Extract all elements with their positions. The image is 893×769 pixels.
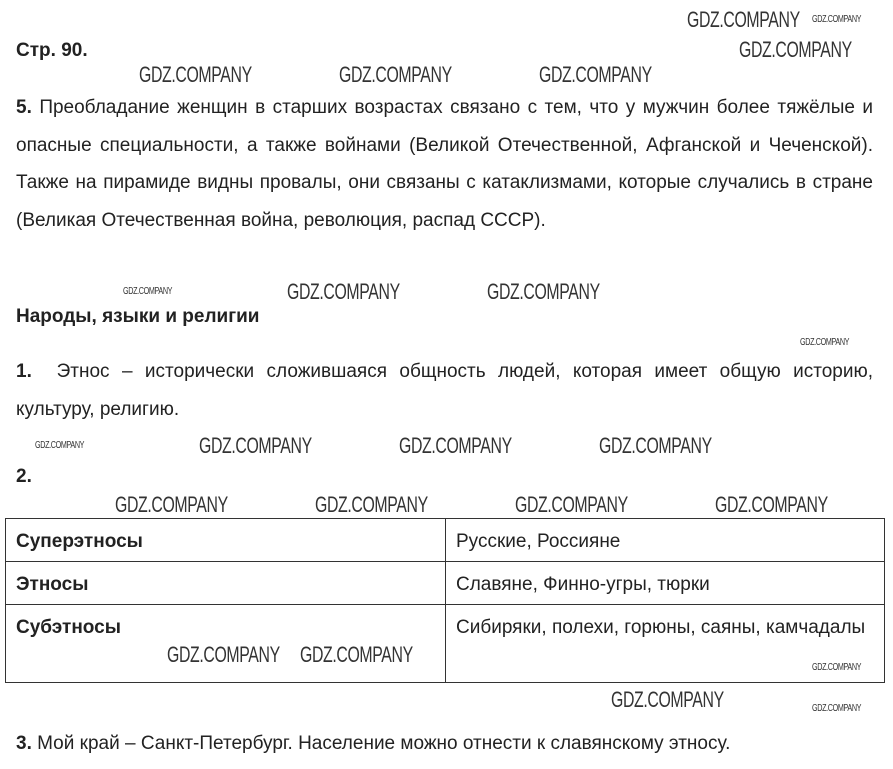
answer-5-text: Преобладание женщин в старших возрастах … [16, 97, 873, 231]
table-row: Субэтносы Сибиряки, полехи, горюны, саян… [5, 604, 885, 683]
answer-5: 5. Преобладание женщин в старших возраст… [16, 89, 873, 239]
watermark: GDZ.COMPANY [812, 14, 862, 25]
answer-1-text: Этнос – исторически сложившаяся общность… [16, 361, 873, 420]
watermark: GDZ.COMPANY [687, 7, 800, 32]
answer-3-number: 3. [16, 733, 32, 754]
watermark: GDZ.COMPANY [739, 37, 852, 62]
watermark: GDZ.COMPANY [800, 337, 850, 348]
section-title: Народы, языки и религии [16, 306, 260, 327]
watermark: GDZ.COMPANY [315, 492, 428, 517]
table-row: Суперэтносы Русские, Россияне [5, 518, 885, 562]
answer-5-number: 5. [16, 97, 32, 118]
watermark: GDZ.COMPANY [300, 642, 413, 667]
answer-2-number: 2. [16, 466, 32, 487]
answer-3-text: Мой край – Санкт-Петербург. Население мо… [37, 733, 731, 754]
table-term: Суперэтносы [5, 518, 446, 562]
watermark: GDZ.COMPANY [599, 433, 712, 458]
table-term: Этносы [5, 561, 446, 605]
watermark: GDZ.COMPANY [199, 433, 312, 458]
watermark: GDZ.COMPANY [812, 662, 862, 673]
watermark: GDZ.COMPANY [611, 687, 724, 712]
watermark: GDZ.COMPANY [139, 62, 252, 87]
watermark: GDZ.COMPANY [287, 279, 400, 304]
watermark: GDZ.COMPANY [339, 62, 452, 87]
table-row: Этносы Славяне, Финно-угры, тюрки [5, 561, 885, 605]
ethnos-table: Суперэтносы Русские, Россияне Этносы Сла… [5, 518, 885, 683]
watermark: GDZ.COMPANY [399, 433, 512, 458]
answer-1-number: 1. [16, 361, 32, 382]
table-examples: Русские, Россияне [445, 518, 885, 562]
watermark: GDZ.COMPANY [115, 492, 228, 517]
page-header: Стр. 90. [16, 40, 88, 61]
watermark: GDZ.COMPANY [515, 492, 628, 517]
answer-1: 1. Этнос – исторически сложившаяся общно… [16, 353, 873, 428]
watermark: GDZ.COMPANY [123, 286, 173, 297]
watermark: GDZ.COMPANY [539, 62, 652, 87]
watermark: GDZ.COMPANY [167, 642, 280, 667]
watermark: GDZ.COMPANY [715, 492, 828, 517]
watermark: GDZ.COMPANY [812, 703, 862, 714]
table-examples: Славяне, Финно-угры, тюрки [445, 561, 885, 605]
watermark: GDZ.COMPANY [35, 440, 85, 451]
table-examples: Сибиряки, полехи, горюны, саяны, камчада… [445, 604, 885, 683]
table-term: Субэтносы [5, 604, 446, 683]
answer-3: 3. Мой край – Санкт-Петербург. Население… [16, 725, 873, 763]
watermark: GDZ.COMPANY [487, 279, 600, 304]
